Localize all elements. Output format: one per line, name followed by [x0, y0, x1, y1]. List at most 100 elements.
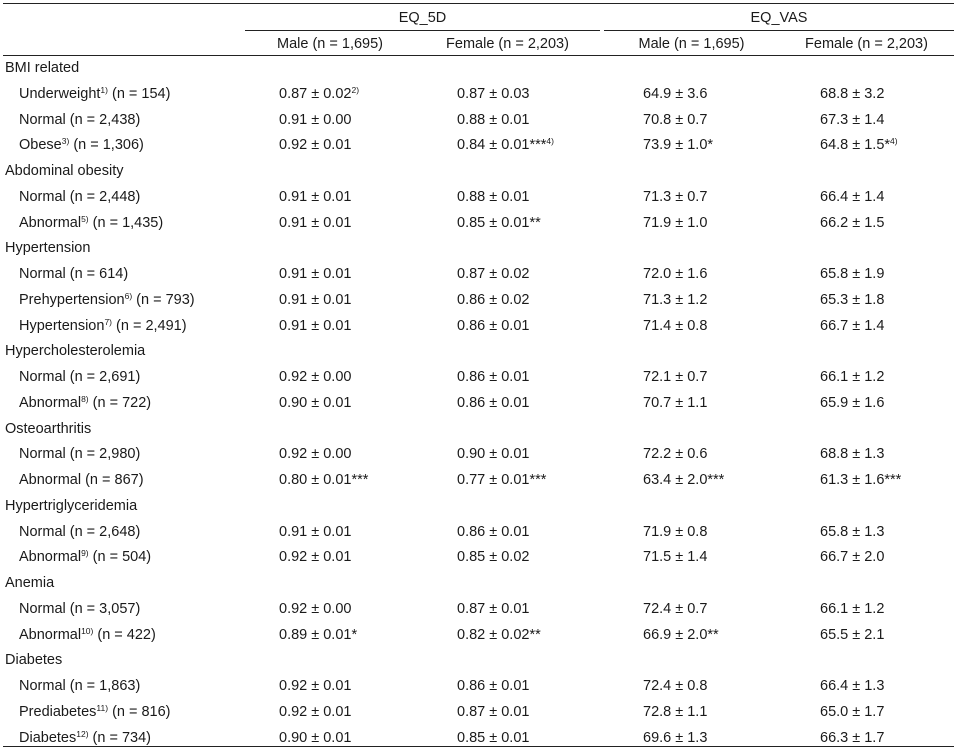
- top-rule: [3, 3, 954, 4]
- row-label-text: Obese: [19, 137, 62, 154]
- row-label-text: Abnormal: [19, 626, 82, 643]
- row-label: Abnormal9) (n = 504): [19, 548, 151, 566]
- value-text: 71.4 ± 0.8: [643, 317, 708, 334]
- bottom-rule: [3, 746, 954, 747]
- column-header-female-eq5d: Female (n = 2,203): [446, 36, 569, 52]
- value-cell: 66.4 ± 1.3: [820, 677, 884, 695]
- value-cell: 65.5 ± 2.1: [820, 626, 884, 644]
- footnote-marker: 11): [96, 702, 109, 713]
- value-cell: 0.86 ± 0.01: [457, 677, 529, 695]
- value-text: 61.3 ± 1.6***: [820, 472, 902, 488]
- value-text: 71.3 ± 0.7: [643, 188, 708, 205]
- value-text: 70.8 ± 0.7: [643, 111, 708, 128]
- value-cell: 66.3 ± 1.7: [820, 729, 884, 747]
- row-label: Prehypertension6) (n = 793): [19, 291, 195, 309]
- value-text: 73.9 ± 1.0*: [643, 137, 714, 154]
- value-text: 0.87 ± 0.03: [457, 85, 530, 102]
- row-label: Normal (n = 1,863): [19, 677, 140, 695]
- row-label-text: Normal: [19, 446, 66, 463]
- row-sample-size: (n = 1,306): [69, 137, 144, 154]
- value-text: 65.8 ± 1.3: [820, 523, 885, 540]
- value-cell: 71.9 ± 0.8: [643, 523, 707, 541]
- value-cell: 0.91 ± 0.01: [279, 265, 351, 283]
- row-sample-size: (n = 154): [107, 85, 171, 102]
- footnote-marker: 8): [81, 393, 89, 404]
- value-text: 64.9 ± 3.6: [643, 85, 708, 102]
- value-text: 66.1 ± 1.2: [820, 369, 885, 385]
- value-text: 0.86 ± 0.01: [457, 369, 530, 385]
- value-text: 65.5 ± 2.1: [820, 626, 885, 643]
- footnote-marker: 6): [124, 290, 133, 301]
- row-label-text: Underweight: [19, 85, 101, 102]
- value-text: 0.87 ± 0.02: [457, 266, 530, 282]
- value-cell: 69.6 ± 1.3: [643, 729, 707, 747]
- row-sample-size: (n = 816): [108, 703, 171, 720]
- value-text: 0.91 ± 0.00: [279, 111, 352, 128]
- value-cell: 65.8 ± 1.3: [820, 523, 884, 541]
- value-cell: 72.1 ± 0.7: [643, 368, 707, 386]
- value-text: 65.3 ± 1.8: [820, 291, 885, 308]
- value-cell: 0.91 ± 0.00: [279, 111, 351, 129]
- row-label: Normal (n = 2,648): [19, 523, 140, 541]
- footnote-marker: 9): [81, 548, 89, 559]
- value-cell: 0.89 ± 0.01*: [279, 626, 357, 644]
- value-cell: 72.8 ± 1.1: [643, 703, 707, 721]
- value-text: 0.91 ± 0.01: [279, 266, 352, 282]
- value-cell: 0.92 ± 0.01: [279, 703, 351, 721]
- value-cell: 66.4 ± 1.4: [820, 188, 884, 206]
- value-cell: 0.91 ± 0.01: [279, 317, 351, 335]
- value-cell: 0.85 ± 0.01**: [457, 214, 541, 232]
- footnote-marker: 2): [351, 84, 360, 95]
- value-cell: 0.91 ± 0.01: [279, 214, 351, 232]
- row-label: Abnormal10) (n = 422): [19, 626, 156, 644]
- footnote-marker: 7): [104, 316, 112, 327]
- row-sample-size: (n = 2,691): [65, 369, 141, 385]
- value-cell: 0.87 ± 0.01: [457, 703, 529, 721]
- value-text: 0.92 ± 0.01: [279, 703, 352, 720]
- value-cell: 65.8 ± 1.9: [820, 265, 884, 283]
- value-cell: 61.3 ± 1.6***: [820, 471, 901, 489]
- value-text: 0.84 ± 0.01***: [457, 137, 547, 154]
- value-cell: 0.87 ± 0.022): [279, 85, 359, 103]
- row-label: Normal (n = 614): [19, 265, 128, 283]
- value-text: 0.92 ± 0.01: [279, 549, 352, 566]
- value-cell: 72.4 ± 0.8: [643, 677, 707, 695]
- value-text: 70.7 ± 1.1: [643, 394, 708, 411]
- value-cell: 71.3 ± 1.2: [643, 291, 707, 309]
- value-cell: 0.91 ± 0.01: [279, 523, 351, 541]
- row-label-text: Normal: [19, 523, 66, 540]
- row-label: Underweight1) (n = 154): [19, 85, 170, 103]
- row-sample-size: (n = 422): [93, 626, 156, 643]
- row-label-text: Prehypertension: [19, 291, 125, 308]
- value-text: 0.91 ± 0.01: [279, 317, 352, 334]
- row-label: Diabetes12) (n = 734): [19, 729, 151, 747]
- value-cell: 0.92 ± 0.00: [279, 368, 351, 386]
- value-cell: 0.91 ± 0.01: [279, 291, 351, 309]
- value-text: 0.91 ± 0.01: [279, 188, 352, 205]
- value-text: 0.86 ± 0.02: [457, 291, 530, 308]
- row-sample-size: (n = 2,491): [112, 317, 187, 334]
- value-cell: 66.2 ± 1.5: [820, 214, 884, 232]
- row-sample-size: (n = 722): [88, 394, 152, 411]
- value-text: 0.92 ± 0.00: [279, 446, 352, 463]
- column-header-male-eq5d: Male (n = 1,695): [277, 36, 383, 52]
- value-cell: 71.5 ± 1.4: [643, 548, 707, 566]
- row-sample-size: (n = 504): [88, 549, 152, 566]
- category-label: Hypercholesterolemia: [5, 342, 145, 360]
- row-label: Abnormal (n = 867): [19, 471, 144, 489]
- value-cell: 0.90 ± 0.01: [279, 729, 351, 747]
- value-text: 66.3 ± 1.7: [820, 729, 885, 746]
- value-text: 66.7 ± 2.0: [820, 549, 885, 566]
- row-sample-size: (n = 2,448): [65, 188, 141, 205]
- value-cell: 0.92 ± 0.01: [279, 677, 351, 695]
- value-cell: 0.84 ± 0.01***4): [457, 136, 554, 154]
- value-cell: 63.4 ± 2.0***: [643, 471, 724, 489]
- category-label: BMI related: [5, 59, 79, 77]
- row-sample-size: (n = 793): [132, 291, 195, 308]
- value-text: 66.4 ± 1.4: [820, 188, 885, 205]
- row-label-text: Abnormal: [19, 214, 82, 231]
- row-label-text: BMI related: [5, 60, 80, 76]
- row-sample-size: (n = 614): [65, 266, 129, 282]
- row-label-text: Anemia: [5, 575, 55, 591]
